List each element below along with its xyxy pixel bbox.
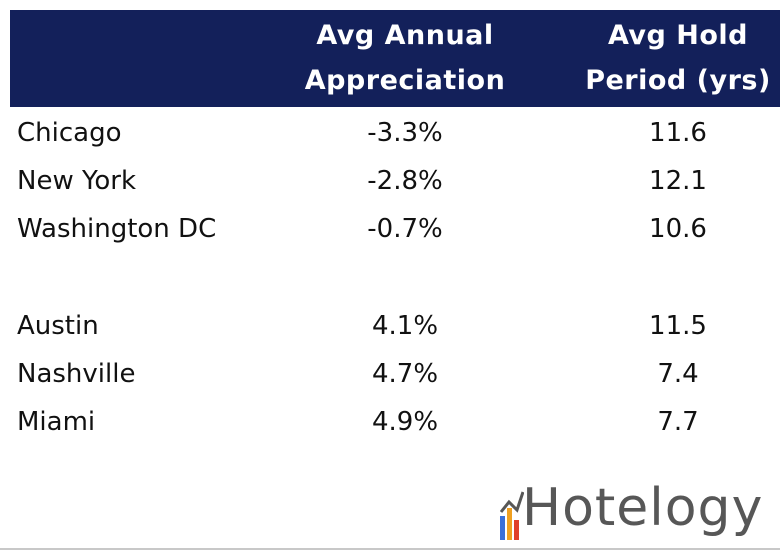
city-cell: Chicago <box>17 118 122 148</box>
hold-period-cell: 11.6 <box>649 118 707 148</box>
logo-text: Hotelogy <box>522 478 764 538</box>
logo-icon <box>500 491 524 540</box>
city-cell: Miami <box>17 407 96 437</box>
city-cell: Nashville <box>17 359 136 389</box>
appreciation-cell: -3.3% <box>367 118 443 148</box>
table-header: Avg Annual Appreciation Avg Hold Period (yr… <box>10 10 780 107</box>
column-header: Appreciation <box>304 65 506 96</box>
city-cell: Washington DC <box>17 214 217 244</box>
hold-period-cell: 11.5 <box>649 311 707 341</box>
hold-period-cell: 10.6 <box>649 214 707 244</box>
appreciation-cell: -2.8% <box>367 166 443 196</box>
appreciation-cell: -0.7% <box>367 214 443 244</box>
hold-period-cell: 12.1 <box>649 166 707 196</box>
appreciation-cell: 4.1% <box>371 311 439 341</box>
column-header: Avg Hold <box>608 20 748 51</box>
column-header: Period (yrs) <box>585 65 771 96</box>
hold-period-cell: 7.4 <box>657 359 699 389</box>
column-header: Avg Annual <box>316 20 494 51</box>
appreciation-cell: 4.7% <box>371 359 439 389</box>
logo: Hotelogy <box>500 478 775 548</box>
city-cell: New York <box>17 166 137 196</box>
hold-period-cell: 7.7 <box>657 407 699 437</box>
bottom-rule <box>0 548 780 550</box>
city-cell: Austin <box>17 311 99 341</box>
appreciation-cell: 4.9% <box>371 407 439 437</box>
